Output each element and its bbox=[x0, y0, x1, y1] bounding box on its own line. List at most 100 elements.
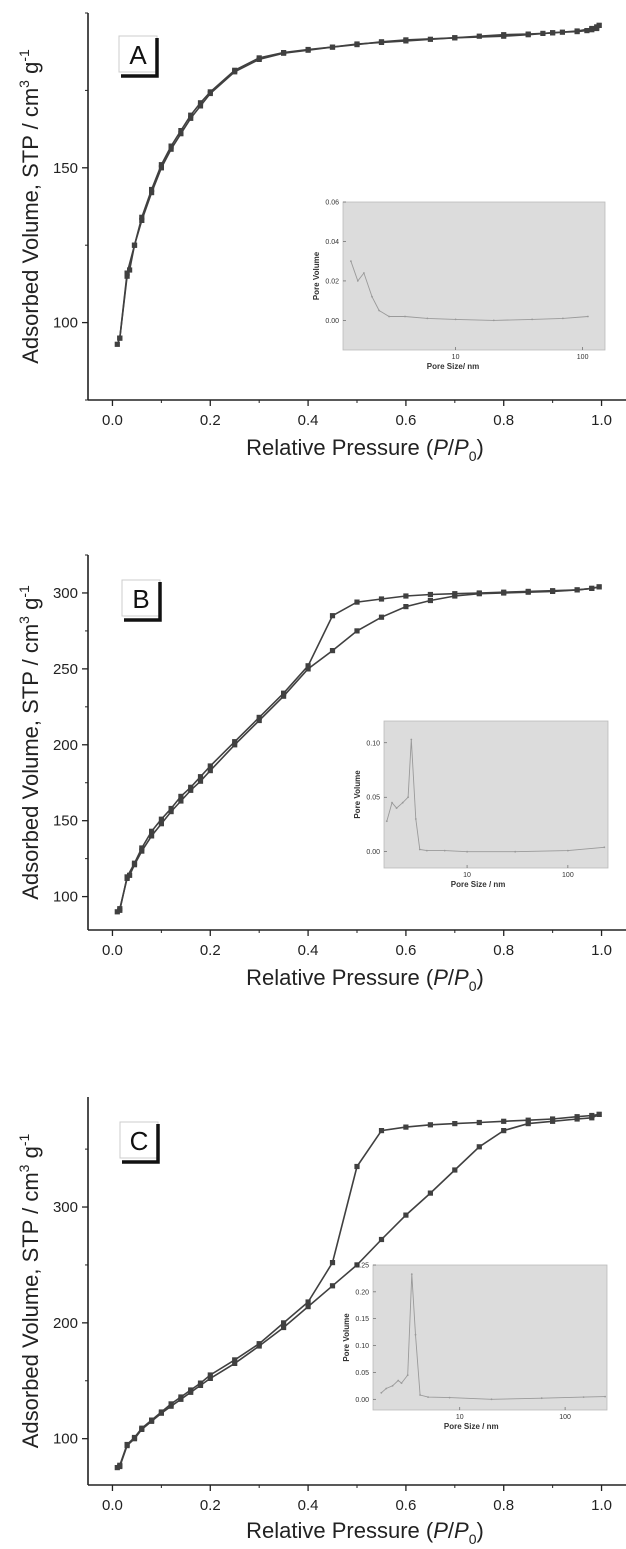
inset-distribution-line bbox=[386, 739, 605, 853]
inset-x-axis-title: Pore Size/ nm bbox=[427, 362, 479, 371]
inset-data-point bbox=[562, 317, 564, 320]
data-point bbox=[158, 162, 164, 168]
panel-label-shadow bbox=[124, 582, 162, 622]
data-point bbox=[149, 186, 155, 193]
inset-x-tick-label: 100 bbox=[577, 354, 589, 361]
inset-data-point bbox=[397, 1379, 400, 1382]
data-point bbox=[188, 115, 194, 121]
data-point bbox=[403, 604, 409, 610]
inset-data-point bbox=[448, 1396, 451, 1399]
chart-panel-b: 0.0 0.2 0.4 0.6 0.8 1.0 100 150 200 250 300 Relativ… bbox=[16, 554, 626, 994]
data-point bbox=[329, 44, 336, 50]
inset-data-point bbox=[603, 846, 606, 849]
data-point bbox=[131, 860, 138, 866]
inset-y-tick-label: 0.00 bbox=[366, 849, 380, 856]
inset-data-point bbox=[490, 1398, 493, 1401]
data-point bbox=[550, 588, 556, 594]
inset-data-point bbox=[385, 820, 388, 823]
data-point bbox=[168, 146, 174, 152]
x-tick-label: 1.0 bbox=[591, 942, 612, 959]
inset-data-point bbox=[371, 295, 373, 298]
data-point bbox=[232, 1357, 238, 1363]
x-axis-title: Relative Pressure (P/P0) bbox=[246, 965, 484, 994]
inset-data-point bbox=[407, 796, 409, 799]
y-axis-title: Adsorbed Volume, STP / cm3 g-1 bbox=[16, 585, 43, 900]
data-point bbox=[476, 590, 482, 596]
data-point bbox=[427, 1122, 433, 1128]
data-point bbox=[305, 1304, 311, 1310]
data-point bbox=[178, 793, 184, 799]
panel-label-box bbox=[118, 35, 158, 73]
data-point bbox=[127, 267, 133, 273]
data-point bbox=[178, 798, 184, 804]
data-point bbox=[139, 1425, 145, 1431]
data-point bbox=[501, 589, 507, 595]
data-point bbox=[305, 1299, 311, 1305]
inset-data-point bbox=[582, 1396, 585, 1398]
data-point bbox=[452, 1167, 458, 1173]
data-point bbox=[550, 30, 556, 36]
inset-data-point bbox=[388, 315, 390, 318]
data-point bbox=[305, 663, 311, 669]
data-point bbox=[281, 50, 287, 56]
data-point bbox=[256, 55, 262, 61]
inset-data-point bbox=[401, 801, 404, 804]
inset-data-point bbox=[514, 850, 517, 853]
panel-label-shadow bbox=[121, 38, 159, 78]
data-point bbox=[232, 739, 238, 745]
x-tick-label: 0.4 bbox=[298, 1497, 319, 1514]
inset-y-tick-label: 0.04 bbox=[325, 239, 339, 246]
data-point bbox=[178, 1394, 184, 1400]
inset-y-tick-label: 0.05 bbox=[355, 1370, 369, 1377]
data-point bbox=[525, 32, 531, 38]
data-point bbox=[427, 1190, 433, 1196]
data-point bbox=[139, 848, 145, 854]
data-point bbox=[232, 742, 238, 748]
data-point bbox=[589, 1112, 595, 1119]
inset-x-axis-title: Pore Size / nm bbox=[444, 1422, 499, 1431]
data-point bbox=[525, 588, 531, 594]
inset-x-tick-label: 100 bbox=[559, 1414, 571, 1421]
data-point bbox=[117, 907, 123, 913]
inset-data-point bbox=[380, 1391, 383, 1394]
data-point bbox=[149, 833, 155, 839]
y-tick-label: 100 bbox=[53, 315, 78, 332]
x-tick-label: 0.8 bbox=[493, 412, 514, 429]
inset-y-axis-title: Pore Volume bbox=[312, 251, 321, 300]
inset-data-point bbox=[426, 317, 429, 320]
inset-data-point bbox=[410, 1273, 413, 1275]
inset-data-point bbox=[406, 1374, 409, 1376]
data-point bbox=[168, 805, 174, 812]
data-point bbox=[178, 128, 184, 134]
inset-data-point bbox=[404, 315, 406, 318]
inset-data-point bbox=[350, 260, 352, 263]
inset-background bbox=[383, 720, 609, 869]
data-point bbox=[525, 1117, 531, 1123]
inset-y-tick-label: 0.10 bbox=[366, 740, 380, 747]
y-axis-title: Adsorbed Volume, STP / cm3 g-1 bbox=[16, 1134, 43, 1449]
data-point bbox=[281, 1324, 287, 1331]
y-tick-label: 100 bbox=[53, 889, 78, 906]
data-point bbox=[403, 37, 409, 43]
x-axis-title: Relative Pressure (P/P0) bbox=[246, 435, 484, 464]
data-point bbox=[281, 1320, 287, 1326]
data-point bbox=[139, 214, 145, 220]
data-point bbox=[207, 89, 213, 95]
x-tick-label: 0.8 bbox=[493, 942, 514, 959]
data-point bbox=[197, 103, 204, 109]
inset-x-tick-label: 10 bbox=[452, 354, 460, 361]
data-point bbox=[354, 42, 360, 48]
x-tick-label: 0.2 bbox=[200, 942, 221, 959]
x-tick-label: 0.8 bbox=[493, 1497, 514, 1514]
x-tick-label: 0.0 bbox=[102, 942, 123, 959]
data-point bbox=[168, 809, 174, 815]
data-point bbox=[131, 1434, 138, 1441]
data-point bbox=[256, 717, 262, 724]
data-point bbox=[329, 1260, 336, 1266]
data-point bbox=[124, 874, 130, 880]
y-axis-title: Adsorbed Volume, STP / cm3 g-1 bbox=[16, 49, 43, 364]
data-point bbox=[589, 25, 595, 32]
data-point bbox=[178, 131, 184, 137]
x-tick-label: 0.6 bbox=[395, 1497, 416, 1514]
